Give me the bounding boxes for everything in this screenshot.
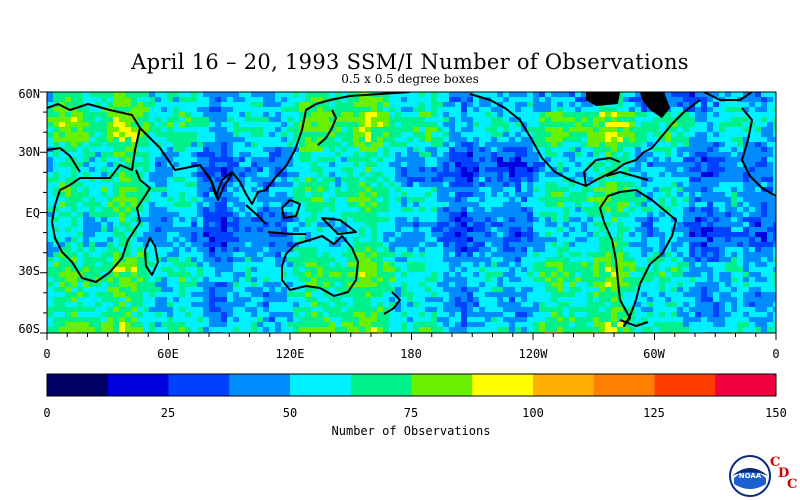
coastlines	[47, 92, 776, 327]
coast-caribbean	[605, 171, 649, 181]
cdc-letter-c2: C	[787, 477, 798, 492]
y-label-60n: 60N	[18, 87, 40, 101]
observation-field	[47, 92, 776, 333]
coast-sumatra	[245, 204, 267, 225]
coast-india	[199, 164, 233, 201]
coast-australia	[281, 235, 359, 297]
cb-tick-75: 75	[403, 406, 419, 420]
x-label-60w: 60W	[643, 347, 665, 361]
y-label-30n: 30N	[18, 145, 40, 159]
coast-africa	[47, 103, 151, 283]
x-label-180: 180	[400, 347, 422, 361]
coast-borneo	[281, 199, 301, 219]
cdc-letter-d: D	[778, 466, 790, 481]
cb-tick-25: 25	[160, 406, 176, 420]
coast-madagascar	[144, 237, 159, 276]
coast-iberia	[47, 147, 81, 173]
coast-newzealand	[383, 291, 401, 315]
coast-greenland	[703, 92, 753, 101]
y-label-30s: 30S	[18, 264, 40, 278]
coast-newguinea	[321, 217, 357, 235]
x-label-120w: 120W	[518, 347, 548, 361]
coast-europe-west	[741, 107, 776, 197]
cb-tick-150: 150	[765, 406, 787, 420]
x-label-60e: 60E	[157, 347, 179, 361]
chart-subtitle: 0.5 x 0.5 degree boxes	[341, 72, 479, 86]
cb-tick-0: 0	[43, 406, 51, 420]
cb-tick-50: 50	[282, 406, 298, 420]
coast-north-america	[469, 93, 701, 187]
x-label-0: 0	[43, 347, 51, 361]
y-label-eq: EQ	[25, 206, 40, 220]
x-label-360: 0	[772, 347, 780, 361]
arctic-no-data	[586, 92, 670, 118]
colorbar-title: Number of Observations	[331, 424, 491, 438]
noaa-logo-icon: NOAA	[729, 455, 771, 497]
coast-japan	[317, 109, 337, 146]
coast-tierra	[619, 319, 649, 327]
coast-south-america	[599, 189, 677, 327]
chart-title: April 16 – 20, 1993 SSM/I Number of Obse…	[131, 50, 689, 74]
coast-gulf	[583, 157, 621, 187]
cdc-letter-c1: C	[770, 455, 781, 470]
axis-ticks	[40, 91, 777, 340]
y-label-60s: 60S	[18, 322, 40, 336]
cb-tick-125: 125	[643, 406, 665, 420]
coast-java	[267, 231, 306, 235]
cb-tick-100: 100	[522, 406, 544, 420]
x-label-120e: 120E	[275, 347, 305, 361]
